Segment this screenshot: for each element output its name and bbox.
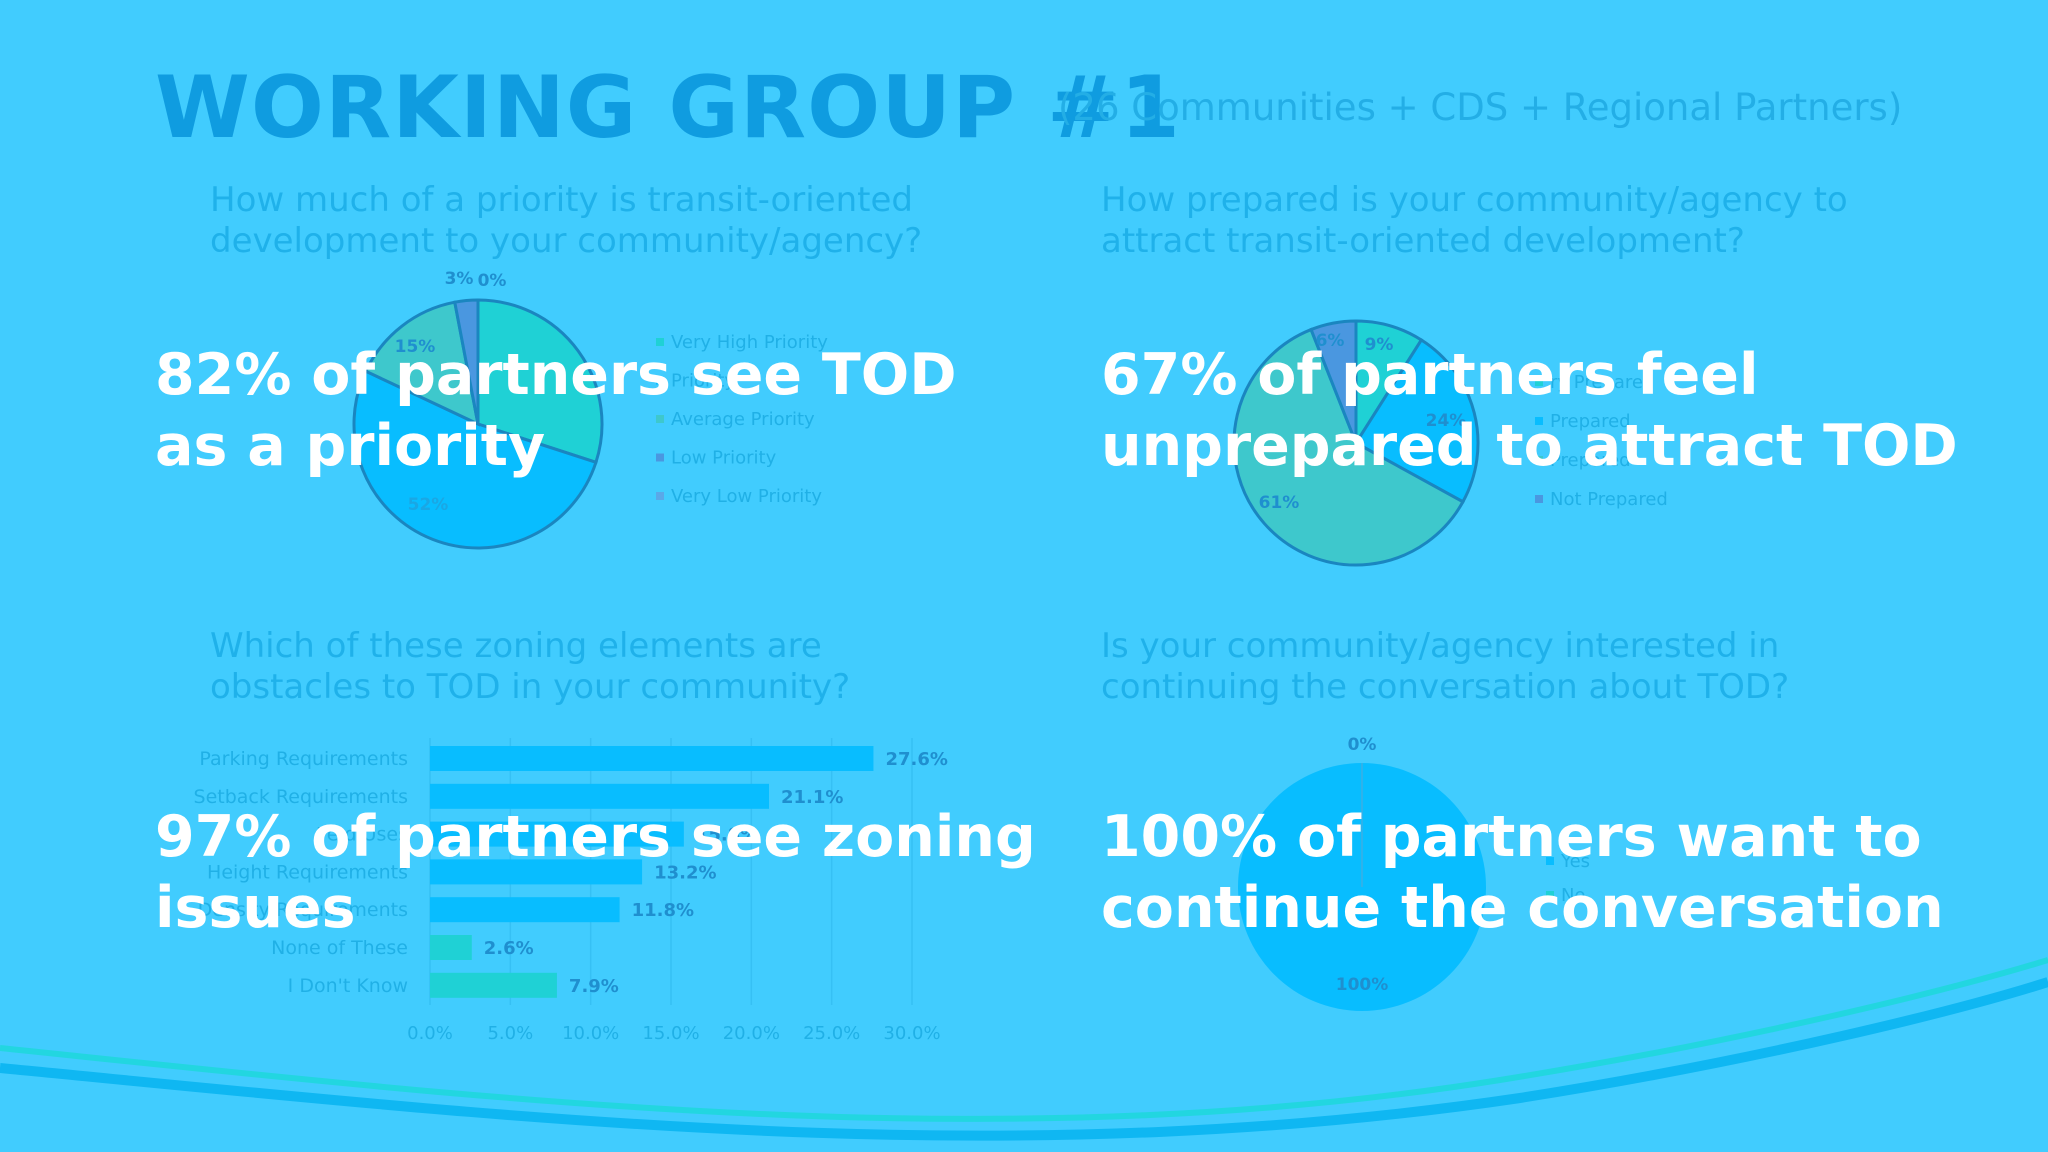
bar [430, 897, 620, 923]
pie-data-label: 52% [408, 495, 449, 515]
legend-entry: Yes [1560, 851, 1590, 872]
legend-swatch [1535, 378, 1543, 386]
legend-swatch [1546, 857, 1554, 865]
pie-data-label: 9% [1365, 335, 1394, 355]
bar-data-label: 21.1% [781, 787, 843, 808]
y-category-label: Setback Requirements [194, 786, 408, 808]
overlay-continue-line1: 100% of partners want to [1101, 804, 1922, 870]
bar [430, 935, 472, 960]
y-category-label: Parking Requirements [199, 748, 408, 770]
legend-swatch [656, 376, 664, 385]
overlay-prepared: 67% of partners feel unprepared to attra… [1101, 340, 1958, 482]
overlay-continue-line2: continue the conversation [1101, 875, 1944, 941]
bar-data-label: 27.6% [885, 749, 947, 770]
question-zoning: Which of these zoning elements are obsta… [210, 626, 851, 707]
overlay-prepared-line2: unprepared to attract TOD [1101, 413, 1958, 479]
pie-slice [352, 369, 598, 550]
x-tick-label: 30.0% [883, 1023, 940, 1044]
x-tick-label: 25.0% [803, 1023, 860, 1044]
page-title: WORKING GROUP #1 [155, 58, 1181, 158]
legend-swatch [656, 453, 664, 462]
pie-data-label: 0% [478, 271, 507, 291]
bar [430, 783, 770, 809]
y-category-label: Height Requirements [207, 861, 408, 883]
bar-data-label: 15.8% [696, 825, 758, 846]
bar-data-label: 7.9% [569, 976, 619, 997]
overlay-prepared-line1: 67% of partners feel [1101, 342, 1759, 408]
y-category-label: I Don't Know [288, 975, 408, 997]
legend-entry: Priority [671, 371, 735, 392]
pie-chart-continue: 100% 0% Yes No [1238, 735, 1590, 1011]
decorative-swoosh [0, 957, 2048, 1122]
pie-data-label: 15% [395, 337, 436, 357]
legend-entry: Very High Priority [671, 332, 828, 353]
legend-entry: No [1561, 885, 1585, 906]
decorative-swoosh-2 [0, 977, 2048, 1141]
question-prepared: How prepared is your community/agency to… [1101, 180, 1848, 261]
bar-chart-zoning: 0.0% 5.0% 10.0% 15.0% 20.0% 25.0% 30.0% 27.6% Pa… [194, 738, 948, 1044]
legend-entry: Not Prepared [1550, 489, 1668, 510]
overlay-priority-line1: 82% of partners see TOD [155, 342, 957, 408]
bar [430, 746, 874, 771]
legend-entry: Very Low Priority [671, 486, 822, 507]
pie-data-label: 6% [1316, 331, 1345, 351]
question-continue: Is your community/agency interested in c… [1101, 626, 1790, 707]
pie-slice [1353, 337, 1480, 504]
overlay-priority-line2: as a priority [155, 413, 546, 479]
pie-data-label: 61% [1259, 493, 1300, 513]
legend-entry: Prepared [1550, 450, 1631, 471]
x-tick-label: 15.0% [642, 1023, 699, 1044]
bar [430, 821, 684, 847]
pie-slice [1232, 327, 1465, 567]
legend-swatch [1535, 495, 1543, 503]
overlay-zoning: 97% of partners see zoning issues [155, 802, 1036, 944]
legend-swatch [656, 338, 664, 346]
pie-slice [363, 300, 481, 427]
y-category-label: Density Requirements [198, 899, 408, 921]
legend-swatch [656, 415, 664, 423]
page-subtitle: (26 Communities + CDS + Regional Partner… [1058, 86, 1903, 129]
bar-data-label: 13.2% [654, 862, 716, 883]
bar [430, 972, 557, 998]
x-tick-label: 10.0% [562, 1023, 619, 1044]
y-category-label: None of These [271, 937, 408, 959]
bar-data-label: 11.8% [632, 900, 694, 921]
pie-data-label: 24% [1426, 411, 1467, 431]
overlay-zoning-line1: 97% of partners see zoning [155, 804, 1036, 870]
pie-data-label: 100% [1336, 975, 1389, 995]
legend-swatch [1546, 891, 1554, 899]
legend-entry: Average Priority [671, 409, 815, 430]
overlay-zoning-line2: issues [155, 875, 356, 941]
pie-chart-priority: 52% 15% 3% 0% Very High Priority Priority Aver… [352, 269, 828, 550]
legend-swatch [656, 492, 664, 500]
legend-swatch [1535, 417, 1543, 425]
legend-entry: Low Priority [671, 448, 777, 469]
bar [430, 859, 643, 885]
pie-data-label: 0% [1348, 735, 1377, 755]
x-tick-label: 0.0% [407, 1023, 453, 1044]
legend-entry: ry Prepared [1550, 372, 1654, 393]
pie-data-label: 3% [445, 269, 474, 289]
y-category-label: Pe d Uses [316, 824, 408, 846]
overlay-priority: 82% of partners see TOD as a priority [155, 340, 957, 482]
overlay-continue: 100% of partners want to continue the co… [1101, 802, 1944, 944]
legend-entry: Prepared [1550, 411, 1631, 432]
legend-swatch [1535, 456, 1543, 464]
pie-slice [476, 298, 604, 465]
bar-data-label: 2.6% [484, 938, 534, 959]
pie-chart-prepared: 9% 24% 61% 6% ry Prepared Prepared Prepared Not… [1232, 319, 1668, 567]
question-priority: How much of a priority is transit-orient… [210, 180, 923, 261]
pie-slice [1309, 319, 1358, 444]
x-tick-label: 20.0% [723, 1023, 780, 1044]
pie-slice [453, 298, 480, 425]
x-tick-label: 5.0% [487, 1023, 533, 1044]
